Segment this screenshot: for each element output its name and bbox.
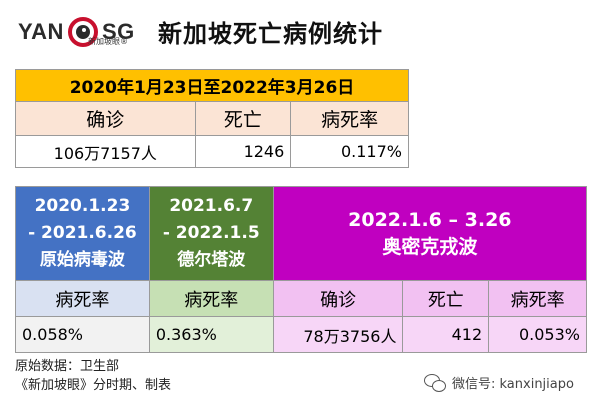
wave-original-value-fatality-rate: 0.058%: [15, 316, 150, 353]
source-note: 原始数据：卫生部 《新加坡眼》分时期、制表: [15, 357, 171, 395]
wechat-id: 微信号: kanxinjiapo: [452, 377, 574, 392]
wave-original-header-fatality-rate: 病死率: [15, 280, 150, 317]
logo-subtitle: 新加坡眼®: [88, 37, 128, 46]
wave-original-range-end: - 2021.6.26: [28, 223, 137, 243]
wave-omicron-period: 2022.1.6 – 3.26 奥密克戎波: [272, 186, 588, 281]
wave-original-name: 原始病毒波: [39, 250, 125, 270]
summary-value-deaths: 1246: [194, 135, 292, 168]
wave-omicron-value-cases: 78万3756人: [272, 316, 404, 353]
wave-original-range-start: 2020.1.23: [34, 196, 131, 216]
summary-value-fatality-rate: 0.117%: [290, 135, 409, 168]
wave-omicron-header-cases: 确诊: [272, 280, 404, 317]
wave-delta-period: 2021.6.7 - 2022.1.5 德尔塔波: [148, 186, 274, 281]
wave-omicron-range: 2022.1.6 – 3.26: [348, 208, 512, 231]
wechat-icon: [424, 373, 446, 392]
waves-table: 2020.1.23 - 2021.6.26 原始病毒波 2021.6.7 - 2…: [15, 186, 588, 353]
yansg-logo: YAN SG: [18, 12, 135, 52]
summary-header-fatality-rate: 病死率: [290, 101, 409, 136]
eye-icon: [66, 15, 100, 49]
summary-value-cases: 106万7157人: [15, 135, 196, 168]
wechat-watermark: 微信号: kanxinjiapo: [424, 373, 574, 392]
wave-delta-name: 德尔塔波: [177, 250, 246, 270]
wave-omicron-header-deaths: 死亡: [402, 280, 490, 317]
wave-omicron-value-deaths: 412: [402, 316, 490, 353]
header: YAN SG 新加坡眼® 新加坡死亡病例统计: [0, 0, 601, 60]
source-line: 原始数据：卫生部: [15, 359, 120, 374]
summary-table: 2020年1月23日至2022年3月26日 确诊 死亡 病死率 106万7157…: [15, 69, 409, 168]
summary-header-deaths: 死亡: [194, 101, 292, 136]
wave-delta-header-fatality-rate: 病死率: [148, 280, 274, 317]
wave-omicron-name: 奥密克戎波: [382, 235, 478, 258]
summary-header-cases: 确诊: [15, 101, 196, 136]
wave-delta-range-start: 2021.6.7: [169, 196, 254, 216]
wave-omicron-value-fatality-rate: 0.053%: [488, 316, 587, 353]
wave-delta-value-fatality-rate: 0.363%: [148, 316, 274, 353]
page-title: 新加坡死亡病例统计: [158, 20, 383, 48]
wave-original-period: 2020.1.23 - 2021.6.26 原始病毒波: [15, 186, 150, 281]
summary-date-range: 2020年1月23日至2022年3月26日: [15, 69, 409, 102]
logo-text-right: SG: [101, 19, 135, 44]
wave-omicron-header-fatality-rate: 病死率: [488, 280, 587, 317]
logo-text-left: YAN: [18, 19, 64, 44]
credit-line: 《新加坡眼》分时期、制表: [15, 378, 172, 393]
wave-delta-range-end: - 2022.1.5: [162, 223, 260, 243]
